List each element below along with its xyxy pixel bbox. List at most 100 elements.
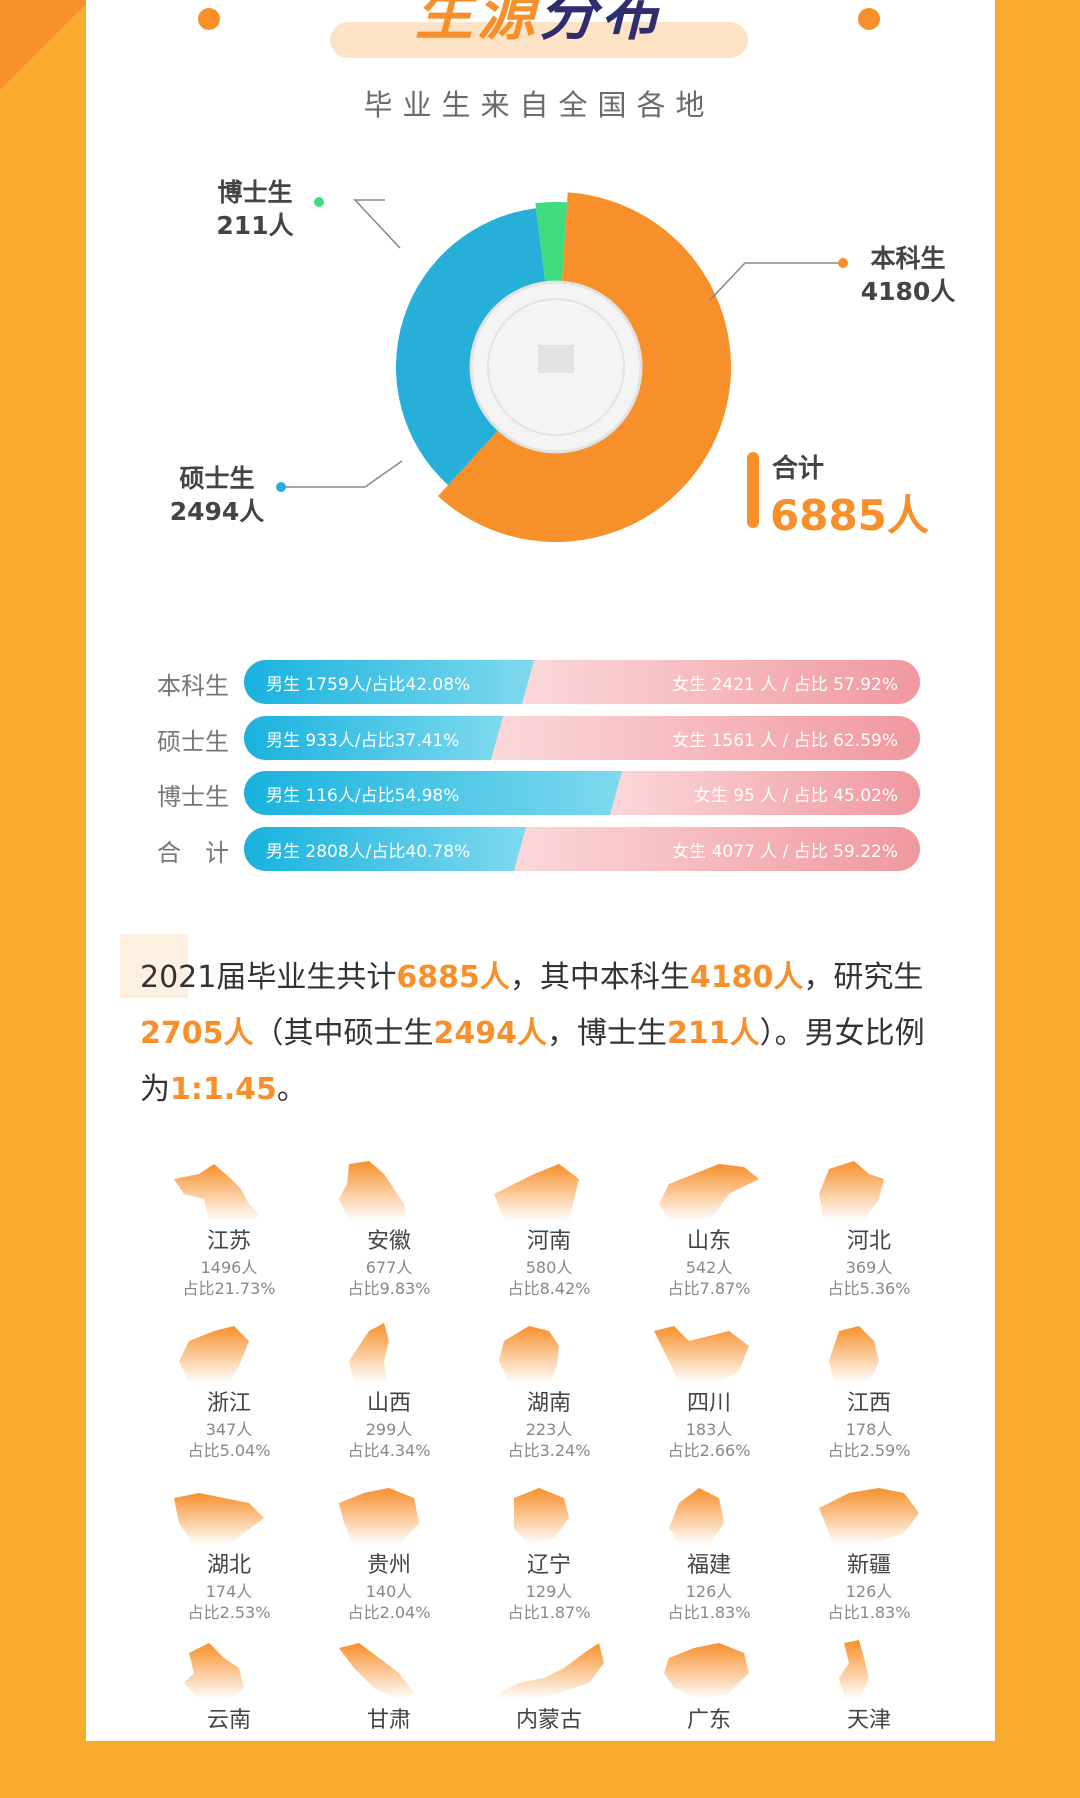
province-shape [179,1326,249,1383]
province-shape [819,1488,919,1545]
province-item: 福建 126人 占比1.83% [624,1483,794,1643]
seal-inner-ring [487,298,625,436]
province-item: 河北 369人占比5.36% [784,1159,954,1319]
summary-highlight: 1:1.45 [170,1072,277,1107]
province-count: 178人 [845,1420,893,1439]
summary-highlight: 211人 [667,1016,760,1051]
page-subtitle: 毕业生来自全国各地 [363,88,715,122]
province-name: 新疆 [846,1553,891,1578]
gender-row-label: 硕士生 [157,728,229,756]
province-count: 140人 [365,1582,413,1601]
female-bar-segment [516,660,920,704]
province-map-icon [499,1643,604,1700]
province-map-icon [829,1326,879,1383]
province-item: 湖北 174人 占比2.53% [144,1483,314,1643]
province-item: 浙江 347人 占比5.04% [144,1321,314,1481]
gender-row: 硕士生 男生 933人/占比37.41% 女生 1561 人 / 占比 62.59% [150,716,920,760]
province-count: 677人 [365,1258,413,1277]
province-name: 贵州 [366,1553,411,1578]
province-shape [669,1488,724,1545]
province-name: 湖南 [526,1391,571,1416]
province-item: 甘肃 [304,1638,474,1798]
male-bar-label: 男生 116人/占比54.98% [266,786,460,806]
province-item: 河南 580人占比8.42% [464,1159,634,1319]
master-label: 硕士生 2494人 [152,462,282,528]
corner-decoration [0,0,90,90]
summary-decoration [120,934,188,998]
province-name: 广东 [686,1708,731,1733]
province-shape [339,1488,419,1545]
province-item: 内蒙古 [464,1638,634,1798]
title-highlight [330,22,748,58]
female-bar-label: 女生 2421 人 / 占比 57.92% [672,675,898,695]
female-bar-label: 女生 95 人 / 占比 45.02% [693,786,898,806]
province-name: 山西 [366,1391,411,1416]
province-name: 江苏 [206,1229,251,1254]
province-count: 174人 [205,1582,253,1601]
phd-leader-dot [314,197,324,207]
master-value: 2494人 [169,497,265,526]
male-bar-label: 男生 2808人/占比40.78% [266,842,471,862]
province-map-icon [819,1488,919,1545]
summary-highlight: 2494人 [433,1016,548,1051]
master-leader-line [284,460,403,488]
province-name: 甘肃 [366,1708,411,1733]
seal-building-shape [538,345,574,373]
title-dot-left [198,8,220,30]
province-name: 云南 [206,1708,251,1733]
male-bar-segment [244,716,503,760]
province-percent: 占比7.87% [667,1279,751,1298]
province-map-icon [669,1488,724,1545]
province-item: 山西 299人 占比4.34% [304,1321,474,1481]
master-name: 硕士生 [179,464,255,493]
bachelor-slice [437,192,731,543]
province-percent: 占比9.83% [347,1279,431,1298]
province-shape [339,1643,414,1700]
province-count: 542人 [685,1258,733,1277]
gender-bar-track: 男生 116人/占比54.98% 女生 95 人 / 占比 45.02% [244,771,920,815]
province-map-icon [184,1643,244,1700]
degree-donut-chart [276,192,848,543]
province-item: 辽宁 129人 占比1.87% [464,1483,634,1643]
female-bar-label: 女生 4077 人 / 占比 59.22% [672,842,898,862]
province-map-icon [494,1164,579,1221]
province-count: 126人 [685,1582,733,1601]
province-percent: 占比1.83% [667,1603,751,1622]
province-shape [174,1164,259,1221]
gender-row: 合 计 男生 2808人/占比40.78% 女生 4077 人 / 占比 59.22… [150,827,920,871]
total-label: 合计 [772,454,825,484]
province-shape [514,1488,569,1545]
province-item: 安徽 677人 占比9.83% [304,1159,474,1319]
province-count: 369人 [845,1258,893,1277]
female-bar-segment [604,771,920,815]
province-map-icon [174,1493,264,1545]
summary-text: 。 [276,1072,307,1107]
summary-text: 2021届毕业生共计 [140,960,397,995]
province-percent: 占比8.42% [507,1279,591,1298]
phd-name: 博士生 [217,178,293,207]
province-shape [819,1161,884,1221]
province-name: 四川 [686,1391,731,1416]
master-leader-dot [276,482,286,492]
province-shape [174,1493,264,1545]
total-accent-bar [747,452,759,528]
summary-text: ，博士生 [547,1016,667,1051]
bachelor-label: 本科生 4180人 [848,242,968,308]
province-percent: 占比1.83% [827,1603,911,1622]
province-name: 河北 [846,1229,891,1254]
summary-highlight: 4180人 [689,960,804,995]
master-slice [396,208,546,486]
province-count: 580人 [525,1258,573,1277]
province-name: 河南 [526,1229,571,1254]
bachelor-leader-line [709,262,840,301]
gender-bar-track: 男生 933人/占比37.41% 女生 1561 人 / 占比 62.59% [244,716,920,760]
bachelor-leader-dot [838,258,848,268]
province-count: 129人 [525,1582,573,1601]
province-count: 1496人 [200,1258,258,1277]
province-shape [654,1326,749,1383]
province-count: 299人 [365,1420,413,1439]
total-value: 6885人 [770,491,929,540]
province-item: 天津 [784,1638,954,1798]
province-item: 贵州 140人 占比2.04% [304,1483,474,1643]
province-percent: 占比5.36% [827,1279,911,1298]
